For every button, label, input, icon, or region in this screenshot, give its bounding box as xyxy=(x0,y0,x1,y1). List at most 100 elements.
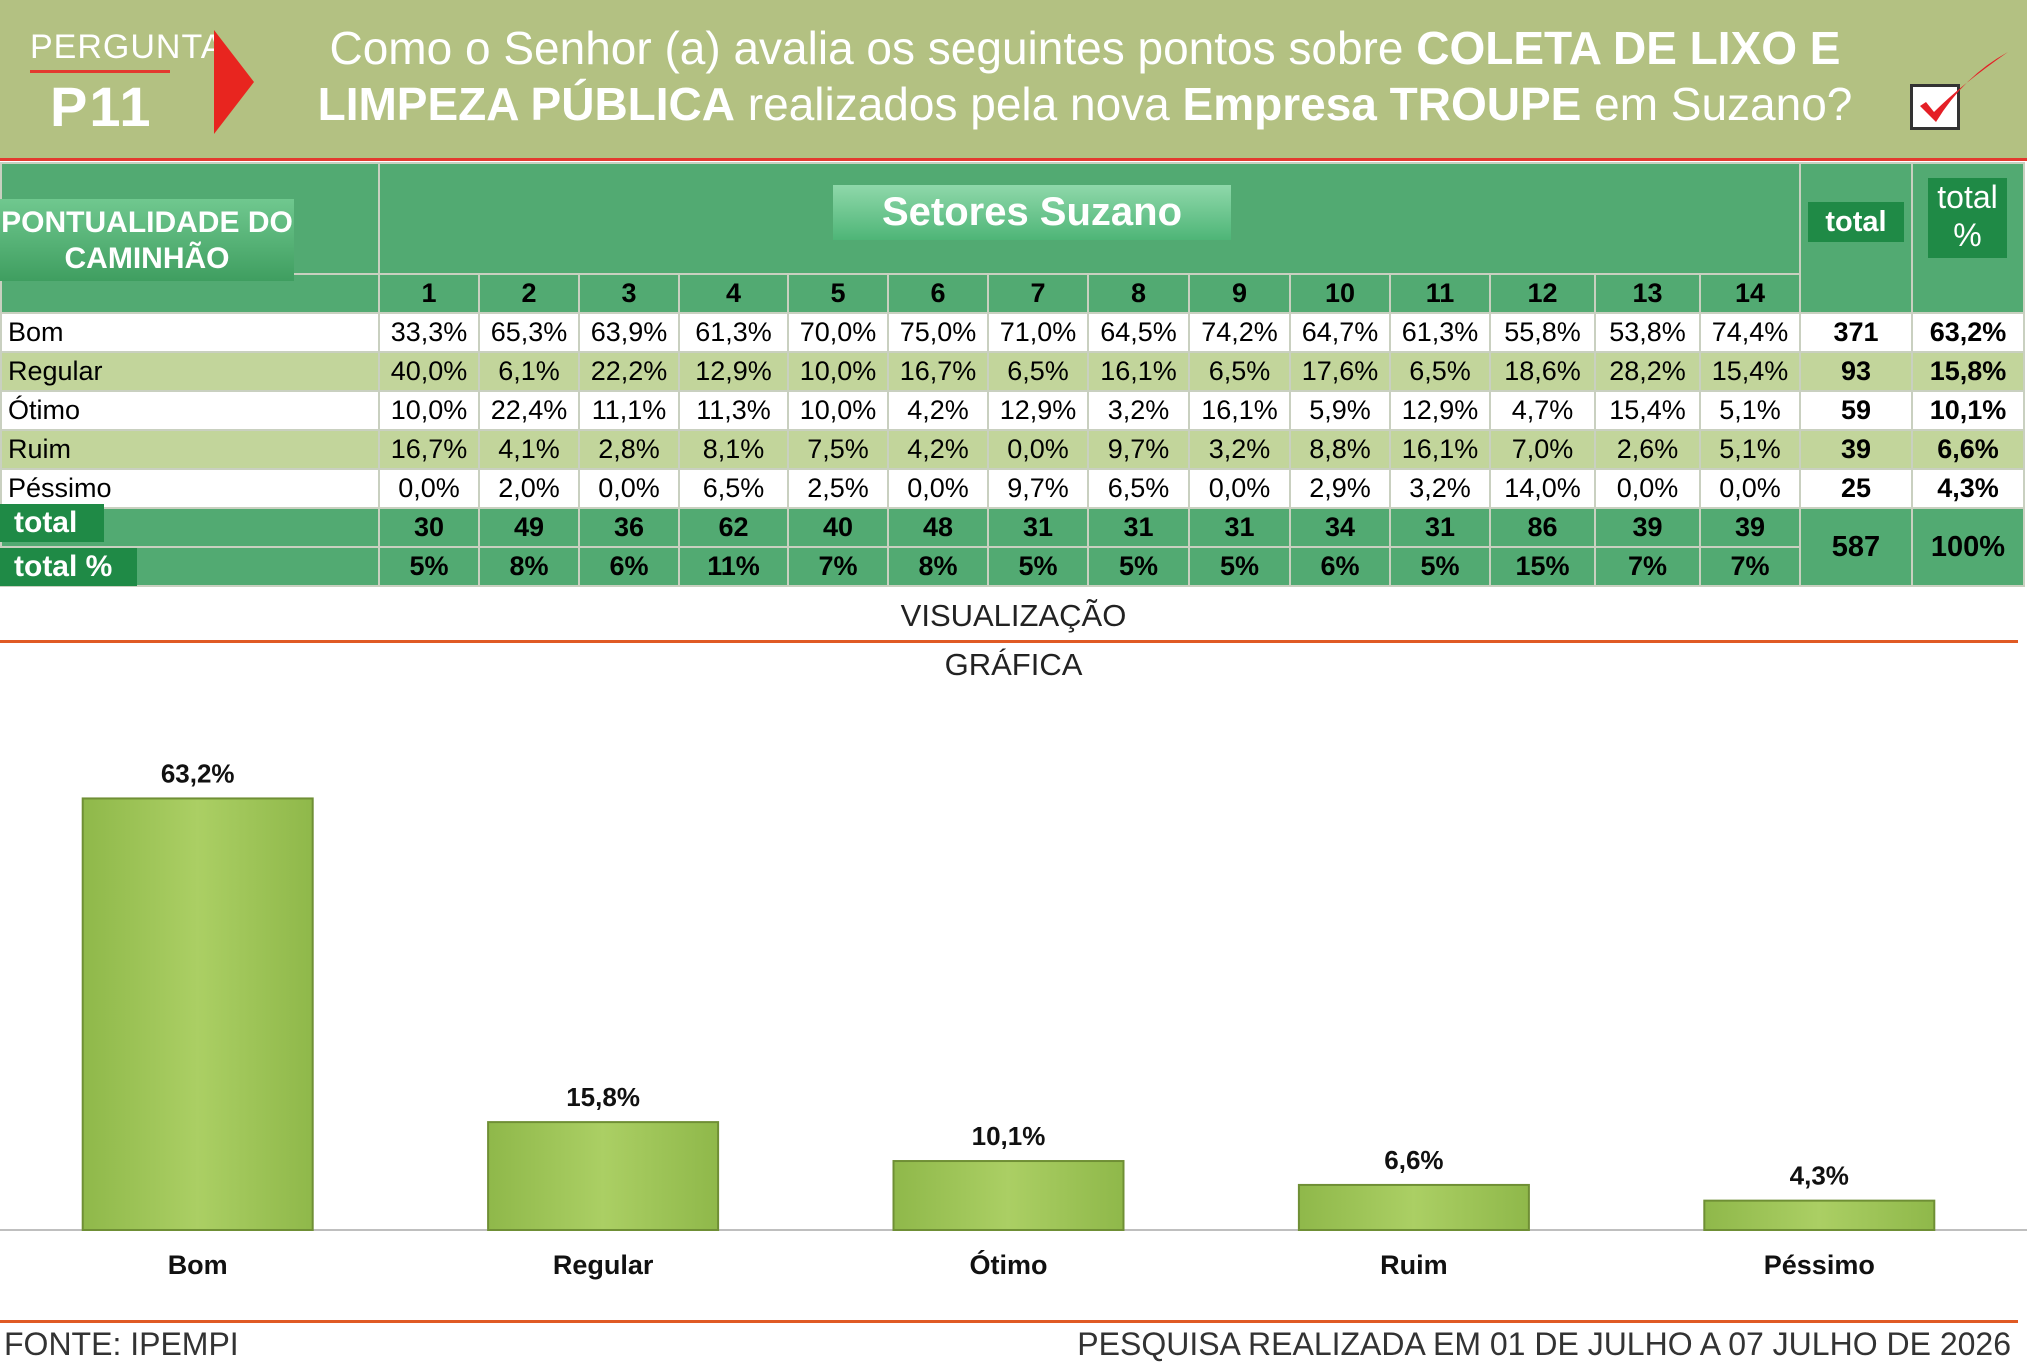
cell-value: 74,2% xyxy=(1188,312,1291,353)
cell-value: 11,3% xyxy=(678,390,789,431)
checkbox-frame xyxy=(1910,84,1960,130)
visual-divider xyxy=(0,640,2018,643)
category-label-1: Regular xyxy=(553,1250,654,1280)
row-label: Bom xyxy=(0,312,380,353)
row-total-pct: 4,3% xyxy=(1911,468,2025,509)
cell-value: 28,2% xyxy=(1594,351,1701,392)
bar-1 xyxy=(487,1121,720,1232)
footer-total-value: 31 xyxy=(1389,507,1491,548)
cell-value: 12,9% xyxy=(987,390,1089,431)
sector-header: 1 xyxy=(378,273,480,314)
source-text: FONTE: IPEMPI xyxy=(4,1326,239,1362)
footer-pct-value: 7% xyxy=(1594,546,1701,587)
cell-value: 15,4% xyxy=(1594,390,1701,431)
bar-4 xyxy=(1703,1199,1936,1232)
group-header: Setores Suzano xyxy=(833,185,1231,240)
cell-value: 6,5% xyxy=(1389,351,1491,392)
cell-value: 6,5% xyxy=(1087,468,1190,509)
sector-header: 4 xyxy=(678,273,789,314)
cell-value: 55,8% xyxy=(1489,312,1596,353)
cell-value: 0,0% xyxy=(578,468,680,509)
cell-value: 10,0% xyxy=(378,390,480,431)
footer-pct-label: total % xyxy=(0,548,137,586)
row-total: 39 xyxy=(1799,429,1913,470)
row-total: 25 xyxy=(1799,468,1913,509)
cell-value: 0,0% xyxy=(1699,468,1801,509)
footer-pct-value: 11% xyxy=(678,546,789,587)
bar-2 xyxy=(892,1160,1125,1232)
footer-total-value: 40 xyxy=(787,507,889,548)
title-part: Empresa TROUPE xyxy=(1182,78,1582,130)
cell-value: 4,2% xyxy=(887,390,989,431)
footer-pct-value: 7% xyxy=(787,546,889,587)
footer-pct-value: 5% xyxy=(1188,546,1291,587)
row-total-pct: 6,6% xyxy=(1911,429,2025,470)
footer-pct-value: 5% xyxy=(378,546,480,587)
title-part: em Suzano? xyxy=(1581,78,1853,130)
grand-total: 587 xyxy=(1799,507,1913,587)
row-label: Regular xyxy=(0,351,380,392)
cell-value: 18,6% xyxy=(1489,351,1596,392)
visual-title-1: VISUALIZAÇÃO xyxy=(900,598,1127,633)
cell-value: 16,1% xyxy=(1389,429,1491,470)
cell-value: 0,0% xyxy=(1188,468,1291,509)
footer-total-value: 39 xyxy=(1699,507,1801,548)
row-total: 93 xyxy=(1799,351,1913,392)
cell-value: 22,4% xyxy=(478,390,580,431)
cell-value: 64,5% xyxy=(1087,312,1190,353)
sector-header: 12 xyxy=(1489,273,1596,314)
footer-total-value: 86 xyxy=(1489,507,1596,548)
data-label-3: 6,6% xyxy=(1384,1145,1443,1175)
data-label-2: 10,1% xyxy=(972,1121,1046,1151)
cell-value: 16,7% xyxy=(378,429,480,470)
cell-value: 74,4% xyxy=(1699,312,1801,353)
footer-total-label: total xyxy=(0,504,104,542)
period-text: PESQUISA REALIZADA EM 01 DE JULHO A 07 J… xyxy=(1077,1326,2011,1362)
category-label-4: Péssimo xyxy=(1764,1250,1875,1280)
bar-3 xyxy=(1297,1183,1530,1231)
cell-value: 12,9% xyxy=(1389,390,1491,431)
cell-value: 63,9% xyxy=(578,312,680,353)
title-part: realizados pela nova xyxy=(735,78,1183,130)
cell-value: 9,7% xyxy=(1087,429,1190,470)
cell-value: 7,5% xyxy=(787,429,889,470)
sector-header: 3 xyxy=(578,273,680,314)
sector-header: 8 xyxy=(1087,273,1190,314)
cell-value: 16,7% xyxy=(887,351,989,392)
header-band xyxy=(0,0,2027,158)
sector-header: 9 xyxy=(1188,273,1291,314)
visual-title-2: GRÁFICA xyxy=(944,647,1083,682)
category-label-2: Ótimo xyxy=(970,1249,1048,1280)
footer-pct-value: 6% xyxy=(1289,546,1391,587)
cell-value: 12,9% xyxy=(678,351,789,392)
cell-value: 70,0% xyxy=(787,312,889,353)
cell-value: 6,5% xyxy=(678,468,789,509)
cell-value: 11,1% xyxy=(578,390,680,431)
footer-pct-value: 7% xyxy=(1699,546,1801,587)
sector-header: 13 xyxy=(1594,273,1701,314)
data-label-1: 15,8% xyxy=(566,1082,640,1112)
cell-value: 33,3% xyxy=(378,312,480,353)
sector-header: 7 xyxy=(987,273,1089,314)
cell-value: 16,1% xyxy=(1087,351,1190,392)
table-row: Regular 40,0% 6,1% 22,2% 12,9% 10,0% 16,7% 6,5%… xyxy=(0,351,2025,392)
cell-value: 15,4% xyxy=(1699,351,1801,392)
footer-total-value: 36 xyxy=(578,507,680,548)
results-table: 1 2 3 4 5 6 7 8 9 10 11 12 13 14 Bom 33,3% 65,3% 63,9% 61… xyxy=(0,162,2025,587)
checkmark-icon xyxy=(1920,52,2008,122)
question-underline xyxy=(30,70,170,73)
cell-value: 14,0% xyxy=(1489,468,1596,509)
row-total: 59 xyxy=(1799,390,1913,431)
cell-value: 0,0% xyxy=(987,429,1089,470)
footer-total-value: 30 xyxy=(378,507,480,548)
table-row: Bom 33,3% 65,3% 63,9% 61,3% 70,0% 75,0% 71,0% 64… xyxy=(0,312,2025,353)
footer-total-value: 31 xyxy=(987,507,1089,548)
footer-divider xyxy=(0,1320,2018,1323)
page-title: Como o Senhor (a) avalia os seguintes po… xyxy=(255,20,1915,132)
cell-value: 4,2% xyxy=(887,429,989,470)
cell-value: 2,6% xyxy=(1594,429,1701,470)
data-label-4: 4,3% xyxy=(1790,1161,1849,1191)
footer-pct-value: 5% xyxy=(987,546,1089,587)
cell-value: 75,0% xyxy=(887,312,989,353)
cell-value: 10,0% xyxy=(787,351,889,392)
